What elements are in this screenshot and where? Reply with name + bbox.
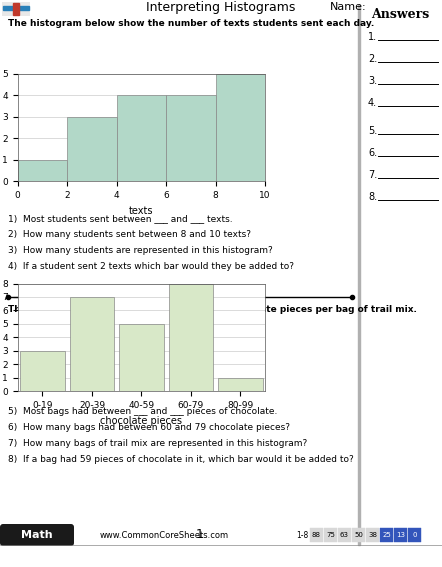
- Bar: [18, 160, 67, 181]
- Bar: [366, 528, 379, 542]
- Text: 8.: 8.: [368, 192, 377, 202]
- Text: Answers: Answers: [371, 7, 429, 20]
- Text: 3)  How many students are represented in this histogram?: 3) How many students are represented in …: [8, 246, 273, 255]
- Text: 3.: 3.: [368, 76, 377, 86]
- Text: www.CommonCoreSheets.com: www.CommonCoreSheets.com: [100, 531, 229, 539]
- Bar: [166, 95, 216, 181]
- Text: 0: 0: [412, 532, 417, 538]
- X-axis label: chocolate pieces: chocolate pieces: [100, 416, 183, 425]
- Bar: [408, 528, 421, 542]
- Text: 1-8: 1-8: [296, 531, 308, 539]
- Text: 7)  How many bags of trail mix are represented in this histogram?: 7) How many bags of trail mix are repres…: [8, 439, 307, 447]
- Text: 4.: 4.: [368, 98, 377, 108]
- Bar: [352, 528, 365, 542]
- Text: 4)  If a student sent 2 texts which bar would they be added to?: 4) If a student sent 2 texts which bar w…: [8, 262, 294, 271]
- Bar: [117, 95, 166, 181]
- Text: 75: 75: [326, 532, 335, 538]
- Text: 25: 25: [382, 532, 391, 538]
- Bar: [119, 324, 164, 391]
- Bar: [3, 6, 29, 10]
- Text: 88: 88: [312, 532, 321, 538]
- Text: Name:: Name:: [330, 2, 366, 12]
- Text: Math: Math: [21, 530, 53, 540]
- Text: 50: 50: [354, 532, 363, 538]
- Bar: [394, 528, 407, 542]
- Text: 8)  If a bag had 59 pieces of chocolate in it, which bar would it be added to?: 8) If a bag had 59 pieces of chocolate i…: [8, 455, 354, 464]
- Bar: [380, 528, 393, 542]
- Text: 7.: 7.: [368, 170, 377, 180]
- X-axis label: texts: texts: [129, 206, 154, 215]
- Text: 2)  How many students sent between 8 and 10 texts?: 2) How many students sent between 8 and …: [8, 230, 251, 239]
- Text: 6.: 6.: [368, 148, 377, 158]
- Bar: [324, 528, 337, 542]
- Text: Interpreting Histograms: Interpreting Histograms: [146, 1, 296, 14]
- Bar: [310, 528, 323, 542]
- Bar: [358, 5, 359, 545]
- Text: 2.: 2.: [368, 54, 377, 64]
- Text: 63: 63: [340, 532, 349, 538]
- Bar: [218, 378, 263, 391]
- FancyBboxPatch shape: [0, 524, 74, 546]
- Text: 38: 38: [368, 532, 377, 538]
- Bar: [67, 117, 117, 181]
- Bar: [169, 284, 213, 391]
- Text: 1: 1: [196, 528, 204, 541]
- Bar: [338, 528, 351, 542]
- Bar: [13, 3, 19, 15]
- Text: 6)  How many bags had between 60 and 79 chocolate pieces?: 6) How many bags had between 60 and 79 c…: [8, 422, 290, 431]
- Text: The histogram below show the number of texts students sent each day.: The histogram below show the number of t…: [8, 19, 374, 28]
- Text: 1)  Most students sent between ___ and ___ texts.: 1) Most students sent between ___ and __…: [8, 214, 232, 223]
- Text: The histogram below show the quantity of chocolate pieces per bag of trail mix.: The histogram below show the quantity of…: [8, 304, 417, 314]
- Bar: [70, 297, 114, 391]
- FancyBboxPatch shape: [2, 2, 30, 16]
- Bar: [216, 74, 265, 181]
- Text: 13: 13: [396, 532, 405, 538]
- Text: 5.: 5.: [368, 126, 377, 136]
- Text: 5)  Most bags had between ___ and ___ pieces of chocolate.: 5) Most bags had between ___ and ___ pie…: [8, 407, 278, 416]
- Bar: [20, 351, 65, 391]
- Text: 1.: 1.: [368, 32, 377, 42]
